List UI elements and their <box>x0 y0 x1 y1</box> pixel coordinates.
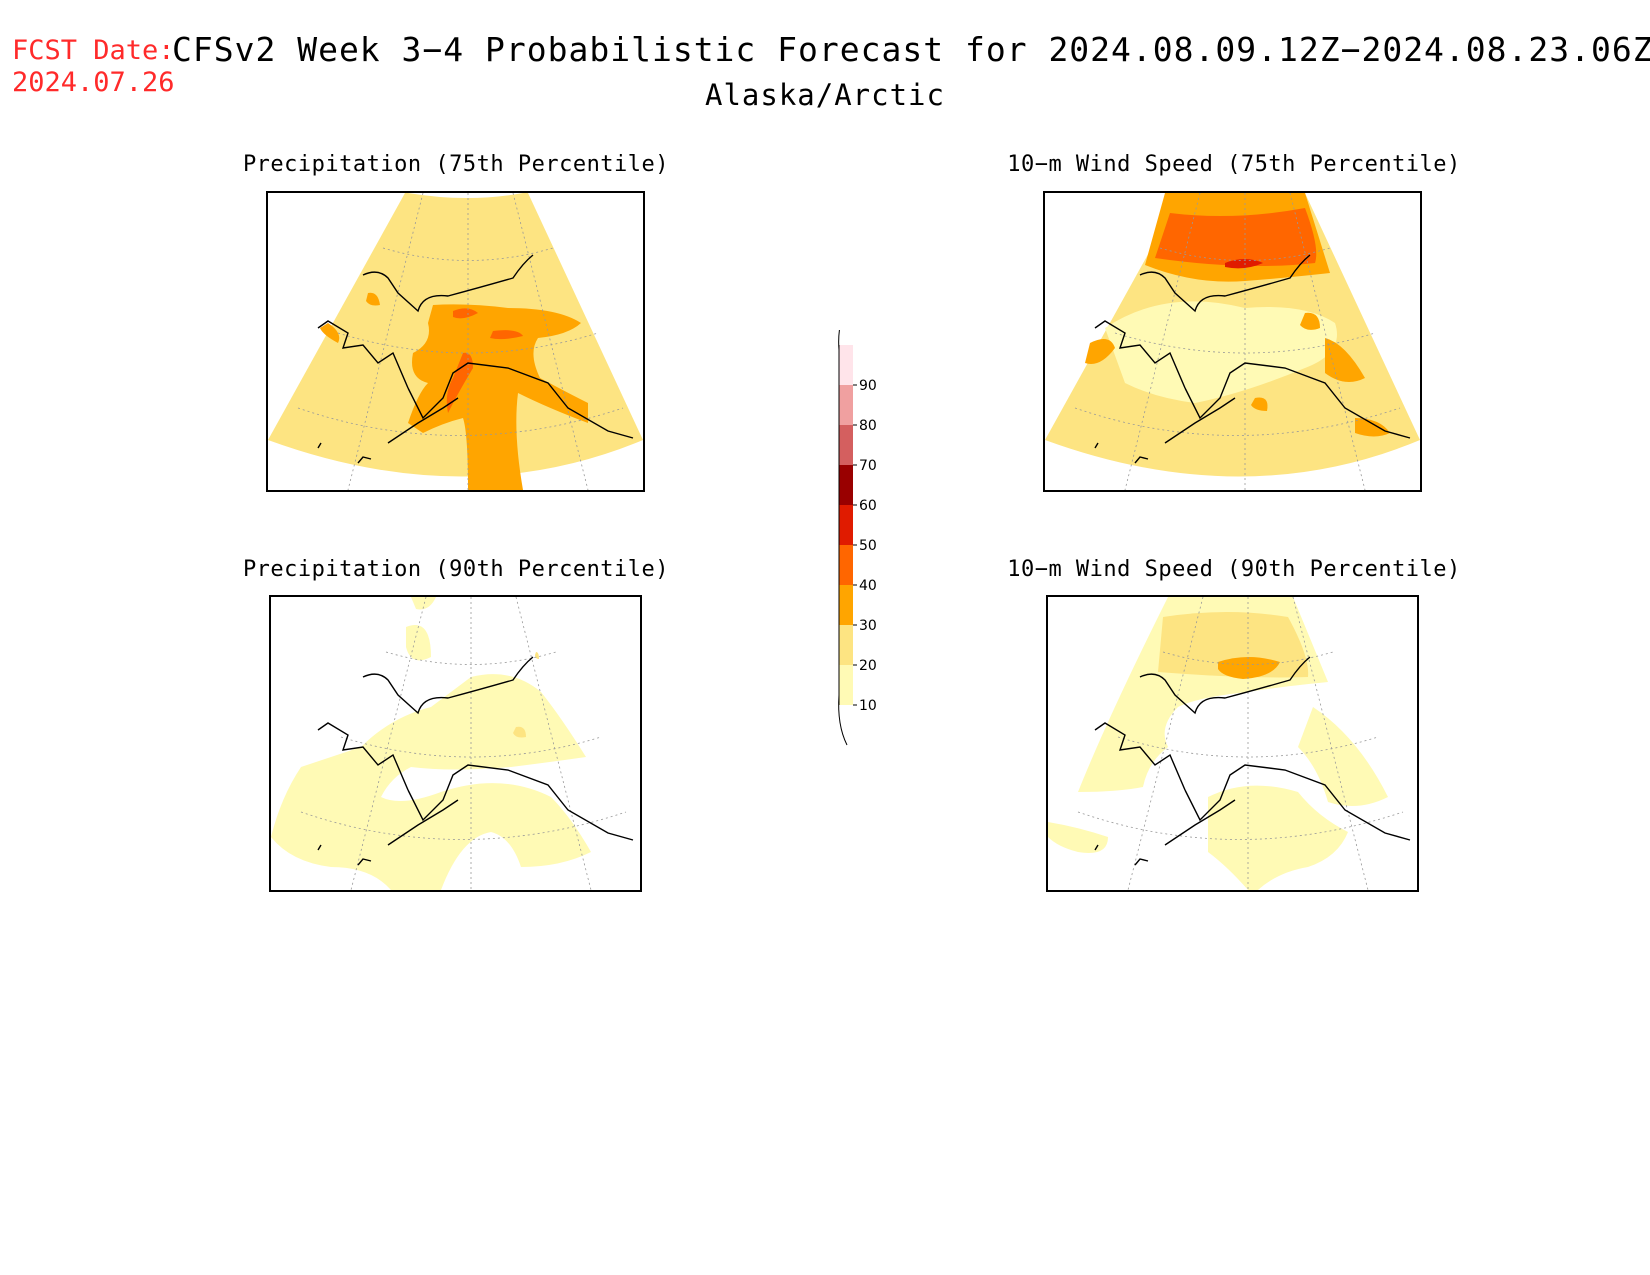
color-legend: 10 20 30 40 50 60 70 80 90 <box>838 330 877 746</box>
legend-label-20: 20 <box>859 658 877 674</box>
legend-swatch-30 <box>839 585 853 625</box>
legend-swatch-20 <box>839 625 853 665</box>
coastline <box>1094 656 1411 866</box>
legend-swatch-50 <box>839 505 853 545</box>
shading-bin-40-50 <box>446 308 523 413</box>
shading-bin-10-20 <box>271 597 591 890</box>
legend-swatch-90 <box>839 345 853 385</box>
shading-bin-30-40 <box>320 292 588 490</box>
legend-swatch-80 <box>839 385 853 425</box>
panel-title-precip-90: Precipitation (90th Percentile) <box>242 557 670 582</box>
legend-label-50: 50 <box>859 538 877 554</box>
legend-swatch-10 <box>839 665 853 705</box>
legend-label-30: 30 <box>859 618 877 634</box>
map-wind-75 <box>1045 193 1420 490</box>
fcst-date-label: FCST Date: <box>12 35 175 66</box>
map-precip-75 <box>268 193 643 490</box>
coastline <box>317 656 634 866</box>
gridlines <box>1074 193 1401 490</box>
legend-label-80: 80 <box>859 418 877 434</box>
shading-bin-40-50 <box>1155 208 1317 267</box>
map-panel-wind-90 <box>1046 595 1419 892</box>
map-panel-precip-75 <box>266 191 645 492</box>
shading-bin-30-40 <box>1218 657 1280 679</box>
legend-swatch-60 <box>839 465 853 505</box>
map-wind-90 <box>1048 597 1411 890</box>
map-panel-precip-90 <box>269 595 642 892</box>
legend-label-90: 90 <box>859 378 877 394</box>
panel-title-precip-75: Precipitation (75th Percentile) <box>242 152 670 177</box>
fcst-date-value: 2024.07.26 <box>12 67 175 98</box>
gridlines <box>300 597 627 890</box>
legend-swatch-70 <box>839 425 853 465</box>
map-panel-wind-75 <box>1043 191 1422 492</box>
gridlines <box>1077 597 1404 890</box>
legend-label-60: 60 <box>859 498 877 514</box>
panel-title-wind-75: 10−m Wind Speed (75th Percentile) <box>1007 152 1461 177</box>
panel-title-wind-90: 10−m Wind Speed (90th Percentile) <box>1007 557 1461 582</box>
map-precip-90 <box>271 597 634 890</box>
legend-label-70: 70 <box>859 458 877 474</box>
main-title: CFSv2 Week 3−4 Probabilistic Forecast fo… <box>172 30 1650 69</box>
coastline <box>317 254 634 464</box>
coastline <box>1094 254 1411 464</box>
gridlines <box>297 193 624 490</box>
legend-label-40: 40 <box>859 578 877 594</box>
region-subtitle: Alaska/Arctic <box>705 78 945 112</box>
shading-bin-50-60 <box>1225 259 1263 269</box>
legend-label-10: 10 <box>859 698 877 714</box>
shading-bin-10-20 <box>1105 301 1337 403</box>
legend-swatch-40 <box>839 545 853 585</box>
